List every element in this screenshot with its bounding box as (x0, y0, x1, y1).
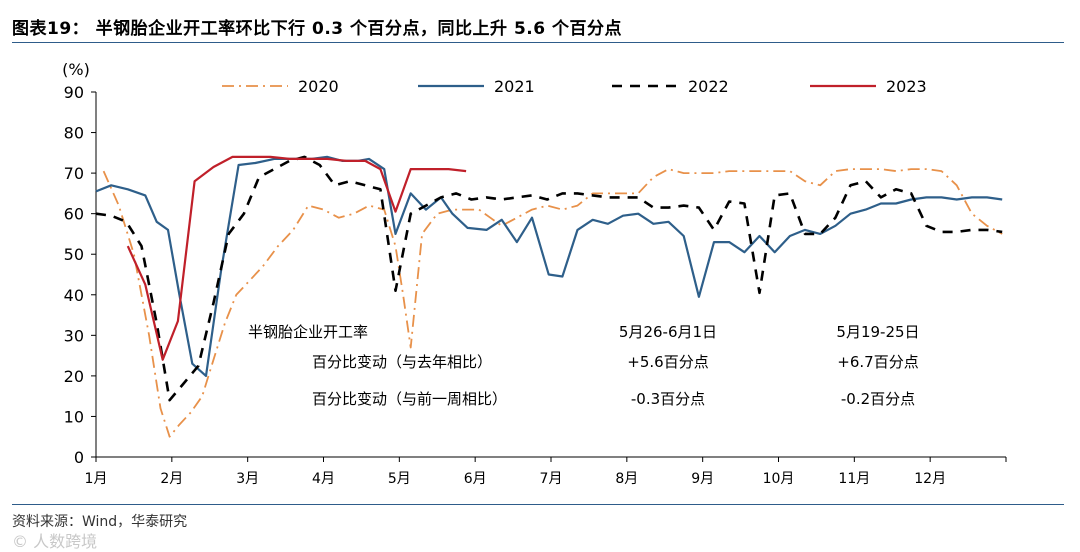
series-line-2023 (126, 155, 467, 361)
x-tick-label: 12月 (914, 471, 946, 487)
x-tick-label: 1月 (85, 471, 108, 487)
annotation-value: -0.2百分点 (841, 390, 915, 408)
annotation-column-header: 5月26-6月1日 (619, 323, 717, 341)
annotation-row-title: 百分比变动（与前一周相比） (312, 390, 507, 408)
x-tick-label: 9月 (691, 471, 714, 487)
y-tick-label: 90 (64, 83, 84, 102)
legend-label-2021: 2021 (494, 77, 535, 96)
series-line-2022 (95, 155, 1003, 402)
annotation-value: -0.3百分点 (631, 390, 705, 408)
x-tick-label: 10月 (763, 471, 795, 487)
annotation-row-title: 百分比变动（与去年相比） (312, 353, 492, 371)
x-tick-label: 2月 (160, 471, 183, 487)
x-tick-label: 4月 (312, 471, 335, 487)
legend-label-2022: 2022 (688, 77, 729, 96)
footer-divider (12, 504, 1064, 505)
series-line-2020 (102, 168, 1003, 438)
legend-label-2023: 2023 (886, 77, 927, 96)
legend-label-2020: 2020 (298, 77, 339, 96)
y-tick-label: 10 (64, 407, 84, 426)
y-tick-label: 50 (64, 245, 84, 264)
x-tick-label: 8月 (615, 471, 638, 487)
y-tick-label: 40 (64, 286, 84, 305)
annotation-row-title: 半钢胎企业开工率 (248, 323, 368, 341)
y-axis-unit: (%) (62, 60, 90, 79)
y-tick-label: 60 (64, 205, 84, 224)
y-tick-label: 0 (74, 448, 84, 467)
x-tick-label: 3月 (236, 471, 259, 487)
x-tick-label: 7月 (540, 471, 563, 487)
y-tick-label: 30 (64, 326, 84, 345)
x-tick-label: 11月 (838, 471, 870, 487)
series-line-2021 (95, 155, 1003, 377)
chart-title: 图表19： 半钢胎企业开工率环比下行 0.3 个百分点，同比上升 5.6 个百分… (12, 19, 622, 39)
annotation-value: +5.6百分点 (627, 353, 708, 371)
y-tick-label: 20 (64, 367, 84, 386)
watermark-text: © 人数跨境 (12, 532, 98, 551)
annotation-value: +6.7百分点 (837, 353, 918, 371)
title-bar: 图表19： 半钢胎企业开工率环比下行 0.3 个百分点，同比上升 5.6 个百分… (12, 14, 1064, 43)
y-tick-label: 80 (64, 124, 84, 143)
annotation-column-header: 5月19-25日 (836, 323, 919, 341)
y-tick-label: 70 (64, 164, 84, 183)
x-tick-label: 6月 (464, 471, 487, 487)
x-tick-label: 5月 (388, 471, 411, 487)
source-note: 资料来源：Wind，华泰研究 (12, 514, 188, 530)
